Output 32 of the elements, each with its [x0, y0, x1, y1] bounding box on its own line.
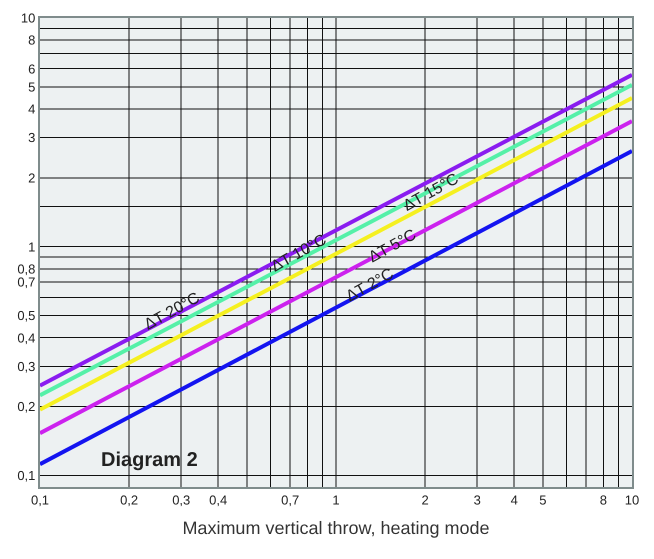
y-tick-label: 8 [28, 32, 36, 48]
annotation: ΔT 20°C [142, 290, 203, 334]
y-tick-label: 0,2 [17, 399, 36, 414]
y-tick-label: 5 [28, 79, 36, 94]
y-tick-label: 6 [28, 61, 36, 76]
x-tick-label: 4 [510, 492, 518, 508]
y-tick-label: 0,1 [17, 468, 36, 483]
y-tick-label: 2 [28, 170, 36, 186]
x-tick-label: 0,3 [172, 492, 190, 508]
y-tick-label: 1 [28, 239, 36, 254]
x-tick-label: 1 [332, 492, 340, 508]
y-tick-label: 0,7 [17, 274, 36, 290]
x-tick-label: 2 [421, 492, 429, 508]
x-axis-title: Maximum vertical throw, heating mode [182, 518, 490, 538]
x-tick-label: 10 [624, 492, 640, 508]
x-tick-label: 8 [600, 492, 607, 508]
annotation: ΔT 2°C [343, 266, 397, 306]
y-tick-label: 0,3 [17, 358, 36, 374]
y-tick-label: 0,8 [17, 261, 36, 276]
x-tick-label: 0,7 [281, 492, 300, 508]
y-tick-label: 4 [28, 102, 36, 117]
x-tick-label: 0,2 [120, 492, 138, 508]
x-tick-label: 3 [474, 492, 481, 508]
annotation: ΔT 10°C [268, 231, 330, 276]
x-tick-label: 5 [539, 492, 547, 508]
y-tick-label: 3 [28, 130, 36, 146]
x-tick-label: 0,4 [209, 492, 228, 508]
y-tick-label: 0,4 [17, 330, 36, 346]
annotation: ΔT 5°C [366, 226, 420, 266]
y-tick-label: 0,5 [17, 308, 36, 324]
annotation: ΔT 15°C [400, 170, 462, 215]
y-tick-label: 10 [20, 10, 36, 26]
